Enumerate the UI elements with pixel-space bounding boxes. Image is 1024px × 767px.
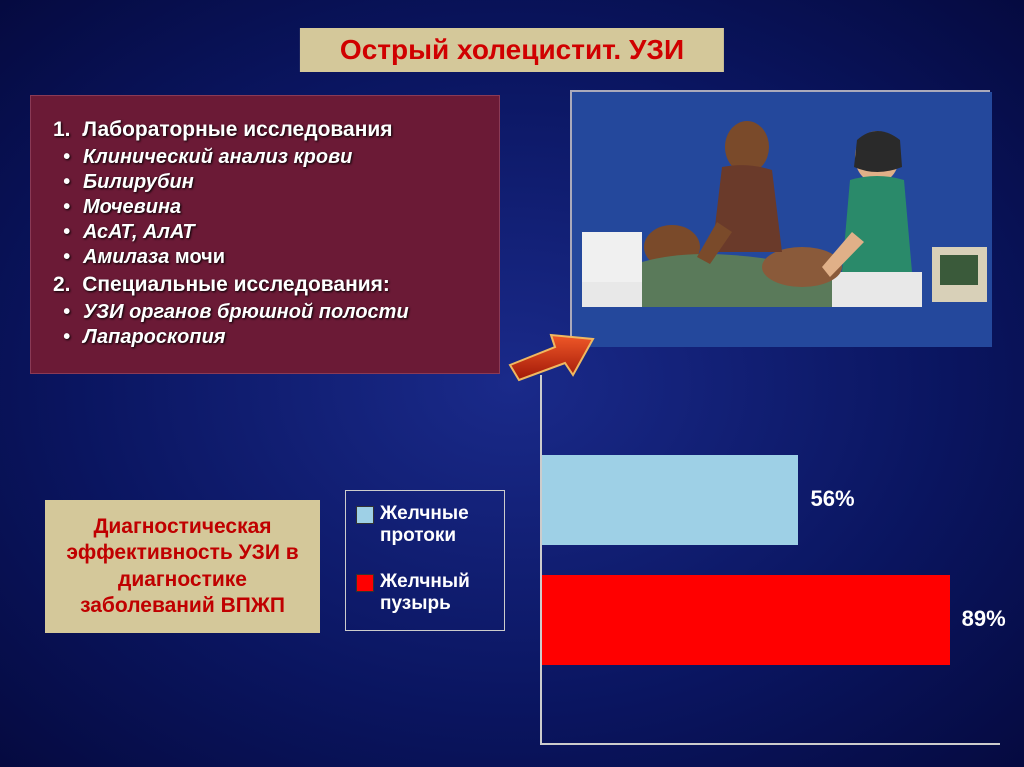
legend-item-bile-ducts: Желчные протоки bbox=[356, 503, 494, 547]
chart-bar bbox=[542, 455, 798, 545]
bullet-asat-alat: •АсАТ, АлАТ bbox=[53, 221, 477, 244]
chart-legend: Желчные протоки Желчный пузырь bbox=[345, 490, 505, 631]
bullet-bilirubin: •Билирубин bbox=[53, 171, 477, 194]
slide-title: Острый холецистит. УЗИ bbox=[300, 28, 724, 72]
x-axis bbox=[540, 743, 1000, 745]
bullet-amylase: •Амилаза мочи bbox=[53, 246, 477, 269]
effectiveness-bar-chart: 56%89% bbox=[540, 375, 1000, 745]
bullet-ultrasound: •УЗИ органов брюшной полости bbox=[53, 301, 477, 324]
legend-swatch-icon bbox=[356, 574, 374, 592]
diagnostic-effectiveness-box: Диагностическая эффективность УЗИ в диаг… bbox=[45, 500, 320, 633]
section-2-heading: 2. Специальные исследования: bbox=[53, 273, 477, 297]
legend-item-gallbladder: Желчный пузырь bbox=[356, 571, 494, 615]
investigations-box: 1. Лабораторные исследования •Клинически… bbox=[30, 95, 500, 374]
section-1-heading: 1. Лабораторные исследования bbox=[53, 118, 477, 142]
ultrasound-illustration bbox=[570, 90, 990, 345]
legend-swatch-icon bbox=[356, 506, 374, 524]
chart-bar bbox=[542, 575, 950, 665]
bullet-laparoscopy: •Лапароскопия bbox=[53, 326, 477, 349]
y-axis bbox=[540, 375, 542, 745]
bullet-clinical-blood: •Клинический анализ крови bbox=[53, 146, 477, 169]
bullet-urea: •Мочевина bbox=[53, 196, 477, 219]
chart-value-label: 89% bbox=[962, 606, 1006, 632]
chart-value-label: 56% bbox=[810, 486, 854, 512]
